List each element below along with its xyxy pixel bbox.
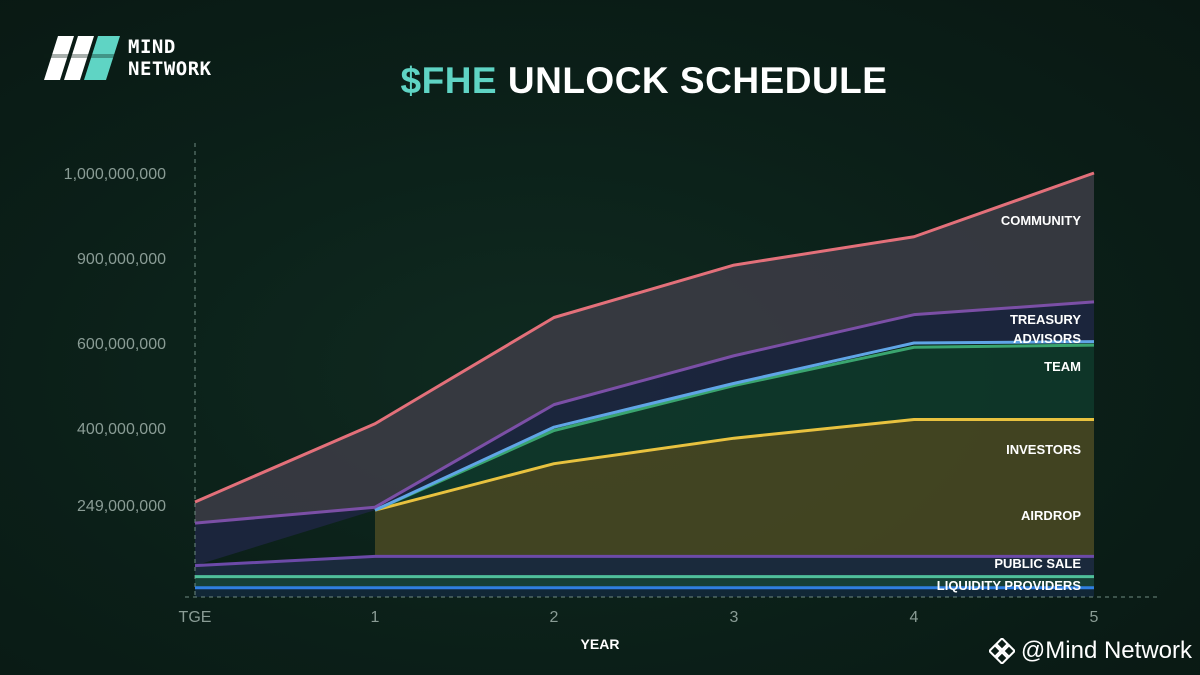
area-public_sale [195,576,1094,588]
series-labels: LIQUIDITY PROVIDERS PUBLIC SALE AIRDROP INV… [937,213,1082,593]
logo-line1: MIND [128,36,176,58]
y-tick-label: 900,000,000 [77,251,166,268]
y-tick-label: 249,000,000 [77,498,166,515]
series-line-treasury [194,300,1095,525]
area-fills [195,173,1094,597]
area-liquidity_providers [195,587,1094,597]
y-tick-label: 1,000,000,000 [64,166,166,183]
y-tick-label: 600,000,000 [77,336,166,353]
series-line-airdrop [194,554,1094,568]
mind-network-logo-icon [44,36,120,80]
logo-text: MIND NETWORK [128,36,212,80]
series-label-liquidity-providers: LIQUIDITY PROVIDERS [937,578,1082,593]
binance-diamond-icon [988,638,1015,664]
x-tick-label: TGE [179,609,212,626]
area-airdrop [195,556,1094,577]
mind-network-logo: MIND NETWORK [44,36,212,80]
series-label-community: COMMUNITY [1001,213,1081,228]
series-line-community [194,171,1095,504]
watermark: @Mind Network [988,637,1192,665]
watermark-text: @Mind Network [1020,637,1192,664]
area-treasury [195,301,1094,566]
x-tick-labels: TGE 1 2 3 4 5 [179,609,1099,626]
area-team [375,345,1094,511]
series-label-treasury: TREASURY [1010,312,1081,327]
x-tick-label: 1 [371,609,380,626]
title-rest: UNLOCK SCHEDULE [507,60,888,101]
series-label-team: TEAM [1044,359,1081,374]
series-line-team [374,343,1095,512]
x-axis-label: YEAR [581,636,620,652]
series-lines [194,171,1095,590]
y-tick-label: 400,000,000 [77,421,166,438]
x-tick-label: 3 [730,609,739,626]
series-label-public-sale: PUBLIC SALE [994,556,1081,571]
title-accent: $FHE [400,60,498,101]
series-line-investors [374,418,1094,512]
series-label-advisors: ADVISORS [1013,331,1081,346]
page-title: $FHE UNLOCK SCHEDULE [0,60,1200,102]
series-line-advisors [374,340,1095,512]
logo-line2: NETWORK [128,58,212,80]
area-community [195,173,1094,524]
x-tick-label: 5 [1090,609,1099,626]
x-tick-label: 4 [910,609,919,626]
y-tick-labels: 249,000,000 400,000,000 600,000,000 900,000… [64,166,166,515]
series-label-airdrop: AIRDROP [1021,508,1081,523]
x-tick-label: 2 [550,609,559,626]
area-investors [375,419,1094,557]
series-label-investors: INVESTORS [1006,442,1081,457]
